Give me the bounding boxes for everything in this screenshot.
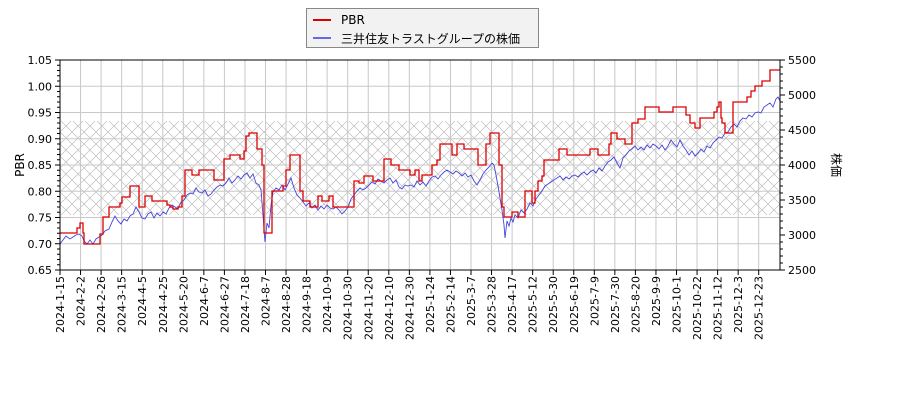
left-axis-title: PBR [13,153,27,177]
legend-label-price: 三井住友トラストグループの株価 [341,31,521,46]
x-tick-label: 2024-6-7 [198,276,211,326]
x-tick-label: 2025-7-9 [588,276,601,326]
x-tick-label: 2024-2-26 [95,276,108,333]
x-tick-label: 2025-8-20 [629,276,642,333]
x-tick-label: 2025-1-24 [424,276,437,333]
right-tick-label: 4500 [788,124,816,137]
left-tick-label: 1.00 [28,80,53,93]
x-tick-label: 2024-11-20 [362,276,375,340]
right-tick-label: 4000 [788,159,816,172]
x-tick-label: 2024-12-30 [403,276,416,340]
right-tick-label: 3000 [788,229,816,242]
x-tick-label: 2025-12-23 [753,276,766,340]
grid-lines [60,60,780,270]
x-tick-label: 2025-6-19 [568,276,581,333]
x-tick-label: 2024-6-27 [218,276,231,333]
x-tick-label: 2025-3-28 [486,276,499,333]
x-tick-label: 2024-3-15 [116,276,129,333]
x-tick-label: 2025-9-9 [650,276,663,326]
legend-label-pbr: PBR [341,13,365,27]
x-tick-label: 2024-2-2 [75,276,88,326]
x-tick-label: 2025-12-3 [732,276,745,333]
x-axis: 2024-1-15 2024-2-2 2024-2-26 2024-3-15 2024-… [54,270,766,340]
x-tick-label: 2024-1-15 [54,276,67,333]
left-tick-label: 0.70 [28,238,53,251]
x-tick-label: 2024-10-9 [321,276,334,333]
x-tick-label: 2024-9-18 [301,276,314,333]
left-y-axis: 0.65 0.70 0.75 0.80 0.85 0.90 0.95 1.00 1.05 [28,54,60,277]
left-tick-label: 0.65 [28,264,53,277]
right-axis-title: 株価 [829,153,844,177]
x-tick-label: 2024-4-25 [157,276,170,333]
left-tick-label: 1.05 [28,54,53,67]
x-tick-label: 2025-10-1 [671,276,684,333]
x-tick-label: 2025-5-12 [527,276,540,333]
x-tick-label: 2025-5-30 [547,276,560,333]
x-tick-label: 2025-7-30 [609,276,622,333]
x-tick-label: 2024-8-7 [260,276,273,326]
shaded-band [60,121,780,215]
price-series-line [59,96,781,245]
x-tick-label: 2024-5-20 [177,276,190,333]
price-swatch-icon [313,37,331,39]
x-tick-label: 2024-10-30 [342,276,355,340]
x-tick-label: 2024-7-18 [239,276,252,333]
x-tick-label: 2024-8-28 [280,276,293,333]
left-tick-label: 0.75 [28,212,53,225]
pbr-swatch-icon [313,19,331,21]
right-tick-label: 5000 [788,89,816,102]
left-tick-label: 0.95 [28,107,53,120]
right-tick-label: 5500 [788,54,816,67]
x-tick-label: 2024-12-10 [383,276,396,340]
left-tick-label: 0.85 [28,159,53,172]
x-tick-label: 2025-3-7 [465,276,478,326]
right-tick-label: 3500 [788,194,816,207]
legend-item-pbr: PBR [313,11,365,29]
left-tick-label: 0.80 [28,185,53,198]
legend-item-price: 三井住友トラストグループの株価 [313,29,520,47]
x-tick-label: 2025-4-17 [506,276,519,333]
x-tick-label: 2025-2-14 [444,276,457,333]
x-tick-label: 2025-10-22 [691,276,704,340]
x-tick-label: 2024-4-5 [136,276,149,326]
left-tick-label: 0.90 [28,133,53,146]
pbr-series-line [60,69,780,245]
right-y-axis: 2500 3000 3500 4000 4500 5000 5500 [780,54,816,277]
x-tick-label: 2025-11-12 [712,276,725,340]
right-tick-label: 2500 [788,264,816,277]
legend: PBR 三井住友トラストグループの株価 [306,8,539,48]
